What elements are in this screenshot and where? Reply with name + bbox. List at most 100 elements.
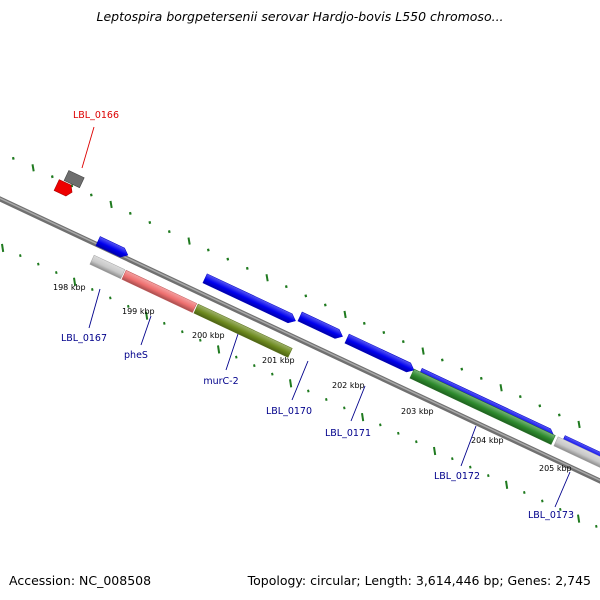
- tick-mark: [89, 193, 93, 197]
- map-title: Leptospira borgpetersenii serovar Hardjo…: [96, 9, 504, 24]
- tick-mark: [325, 397, 328, 401]
- label-leader: [350, 385, 366, 422]
- tick-mark: [226, 257, 230, 261]
- tick-mark: [499, 384, 503, 392]
- tick-mark: [307, 389, 310, 393]
- tick-mark: [433, 446, 437, 456]
- selected-gene-rect[interactable]: [63, 170, 85, 189]
- tick-mark: [73, 277, 77, 286]
- tick-mark: [271, 372, 274, 376]
- selected-gene-label[interactable]: LBL_0166: [73, 110, 119, 121]
- tick-mark: [19, 254, 22, 258]
- tick-mark: [559, 507, 562, 511]
- tick-mark: [206, 248, 210, 252]
- selected-gene-box[interactable]: [63, 170, 85, 189]
- gene-feature[interactable]: [202, 273, 298, 326]
- label-leader: [554, 471, 571, 508]
- label-leader: [88, 288, 101, 329]
- kbp-tick-labels: 198 kbp 199 kbp 200 kbp 201 kbp 202 kbp 203 k…: [53, 283, 572, 473]
- tick-mark: [31, 164, 35, 172]
- gene-labels: LBL_0167 pheS murC-2 LBL_0170 LBL_0171 LBL_01…: [61, 110, 574, 521]
- tick-mark: [145, 311, 149, 320]
- kbp-label: 203 kbp: [401, 407, 434, 416]
- kbp-label: 204 kbp: [471, 436, 504, 445]
- tick-mark: [55, 271, 58, 275]
- tick-mark: [469, 465, 472, 469]
- tick-mark: [217, 345, 221, 354]
- tick-mark: [91, 288, 94, 291]
- tick-mark: [479, 376, 483, 380]
- gene-shape[interactable]: [409, 368, 556, 445]
- tick-mark: [187, 237, 191, 245]
- tick-mark: [343, 406, 346, 410]
- kbp-label: 205 kbp: [539, 464, 572, 473]
- gene-label[interactable]: LBL_0167: [61, 333, 107, 344]
- selected-gene-marker[interactable]: [53, 179, 74, 198]
- tick-mark: [167, 230, 171, 234]
- gene-shape[interactable]: [297, 311, 345, 341]
- tick-mark: [109, 296, 112, 300]
- gene-feature[interactable]: [121, 269, 198, 313]
- tick-mark: [50, 175, 54, 179]
- gene-label[interactable]: LBL_0170: [266, 406, 312, 417]
- gene-shape[interactable]: [553, 436, 600, 472]
- tick-mark: [235, 355, 238, 359]
- selected-gene-leader: [81, 126, 95, 169]
- gene-label[interactable]: pheS: [124, 350, 148, 361]
- tick-mark: [284, 285, 288, 289]
- gene-shape[interactable]: [202, 273, 298, 326]
- kbp-label: 198 kbp: [53, 283, 86, 292]
- tick-mark: [577, 420, 581, 429]
- gene-shape[interactable]: [89, 254, 126, 280]
- tick-mark: [128, 211, 132, 215]
- label-leader: [291, 360, 309, 401]
- gene-shape[interactable]: [95, 236, 130, 260]
- tick-mark: [181, 330, 184, 334]
- tick-mark: [289, 379, 293, 388]
- tick-mark: [343, 310, 347, 319]
- tick-mark: [451, 457, 454, 461]
- gene-feature[interactable]: [553, 436, 600, 472]
- tick-mark: [1, 243, 5, 253]
- gene-shape[interactable]: [121, 269, 198, 313]
- tick-mark: [163, 321, 166, 325]
- gene-label[interactable]: murC-2: [203, 376, 238, 387]
- gene-feature[interactable]: [89, 254, 126, 280]
- genome-summary-text: Topology: circular; Length: 3,614,446 bp…: [247, 573, 591, 588]
- gene-shape[interactable]: [344, 333, 416, 375]
- gene-feature[interactable]: [409, 368, 556, 445]
- tick-mark: [323, 303, 327, 307]
- tick-mark: [577, 514, 581, 523]
- gene-label[interactable]: LBL_0171: [325, 428, 371, 439]
- tick-mark: [541, 499, 544, 503]
- tick-mark: [595, 524, 598, 528]
- tick-mark: [245, 266, 249, 270]
- kbp-label: 202 kbp: [332, 381, 365, 390]
- tick-mark: [460, 367, 464, 371]
- tick-mark: [37, 262, 40, 266]
- gene-label[interactable]: LBL_0172: [434, 471, 480, 482]
- selected-gene-arrow[interactable]: [53, 179, 74, 198]
- tick-mark: [421, 347, 425, 355]
- gene-shape[interactable]: [193, 303, 293, 358]
- tick-mark: [382, 330, 386, 335]
- tick-mark: [199, 338, 202, 342]
- gene-label[interactable]: LBL_0173: [528, 510, 574, 521]
- inner-tick-ring: [1, 243, 598, 528]
- tick-mark: [518, 395, 522, 399]
- gene-feature[interactable]: [344, 333, 416, 375]
- label-leader: [225, 333, 239, 371]
- tick-mark: [265, 274, 269, 282]
- outer-tick-ring: [11, 156, 581, 429]
- tick-mark: [361, 412, 365, 422]
- selected-gene-group: [53, 170, 85, 198]
- gene-feature[interactable]: [95, 236, 130, 260]
- tick-mark: [401, 340, 405, 344]
- gene-feature[interactable]: [297, 311, 345, 341]
- kbp-label: 201 kbp: [262, 356, 295, 365]
- gene-feature[interactable]: [193, 303, 293, 358]
- tick-mark: [148, 221, 152, 225]
- tick-mark: [362, 321, 366, 325]
